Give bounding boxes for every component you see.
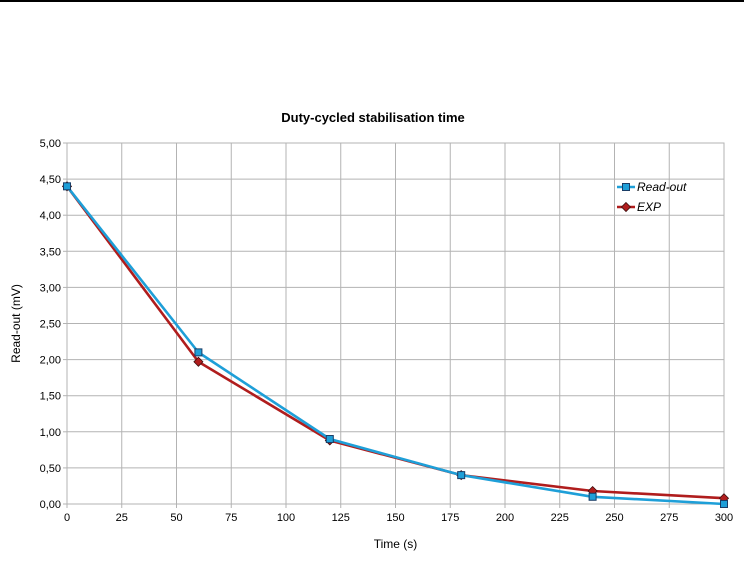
y-tick-label: 4,00	[40, 210, 61, 222]
y-tick-label: 3,50	[40, 246, 61, 258]
x-tick-label: 275	[660, 512, 678, 524]
x-tick-label: 200	[496, 512, 514, 524]
top-border	[0, 0, 744, 2]
data-point	[63, 182, 71, 191]
data-point	[588, 492, 597, 501]
x-tick-label: 300	[715, 512, 733, 524]
y-axis-ticks: 0,00 0,50 1,00 1,50 2,00 2,50 3,00 3,50 4,00 4,50…	[40, 138, 67, 511]
legend-label: Read-out	[637, 180, 687, 194]
series-line	[65, 185, 725, 506]
series-read-out	[63, 182, 728, 508]
legend-marker	[622, 183, 630, 191]
chart-title: Duty-cycled stabilisation time	[281, 110, 465, 125]
y-tick-label: 0,00	[40, 499, 61, 511]
y-tick-label: 1,50	[40, 391, 61, 403]
x-tick-label: 150	[386, 512, 404, 524]
legend-label: EXP	[637, 200, 661, 214]
legend-item: Read-out	[617, 180, 687, 194]
legend-item: EXP	[617, 200, 661, 214]
x-tick-label: 75	[225, 512, 237, 524]
x-tick-label: 175	[441, 512, 459, 524]
grid	[66, 142, 725, 505]
y-tick-label: 4,50	[40, 174, 61, 186]
x-tick-label: 0	[64, 512, 70, 524]
legend: Read-out EXP	[617, 180, 687, 214]
x-tick-label: 50	[170, 512, 182, 524]
y-tick-label: 1,00	[40, 427, 61, 439]
y-tick-label: 5,00	[40, 138, 61, 150]
x-tick-label: 225	[551, 512, 569, 524]
plot-area-frame	[66, 142, 725, 505]
x-axis-ticks: 0 25 50 75 100 125 150 175 200 225 250 275 300	[64, 504, 733, 524]
data-point	[193, 356, 204, 367]
x-tick-label: 100	[277, 512, 295, 524]
data-point	[194, 348, 203, 357]
series-layer	[61, 181, 730, 508]
x-tick-label: 125	[332, 512, 350, 524]
data-point	[325, 435, 334, 444]
x-axis-label: Time (s)	[374, 537, 418, 551]
data-point	[720, 500, 728, 508]
y-tick-label: 2,00	[40, 355, 61, 367]
data-point	[457, 471, 466, 480]
y-axis-label: Read-out (mV)	[9, 284, 23, 363]
y-tick-label: 2,50	[40, 319, 61, 331]
x-tick-label: 250	[605, 512, 623, 524]
legend-marker	[620, 201, 632, 213]
y-tick-label: 3,00	[40, 282, 61, 294]
y-tick-label: 0,50	[40, 463, 61, 475]
x-tick-label: 25	[116, 512, 128, 524]
